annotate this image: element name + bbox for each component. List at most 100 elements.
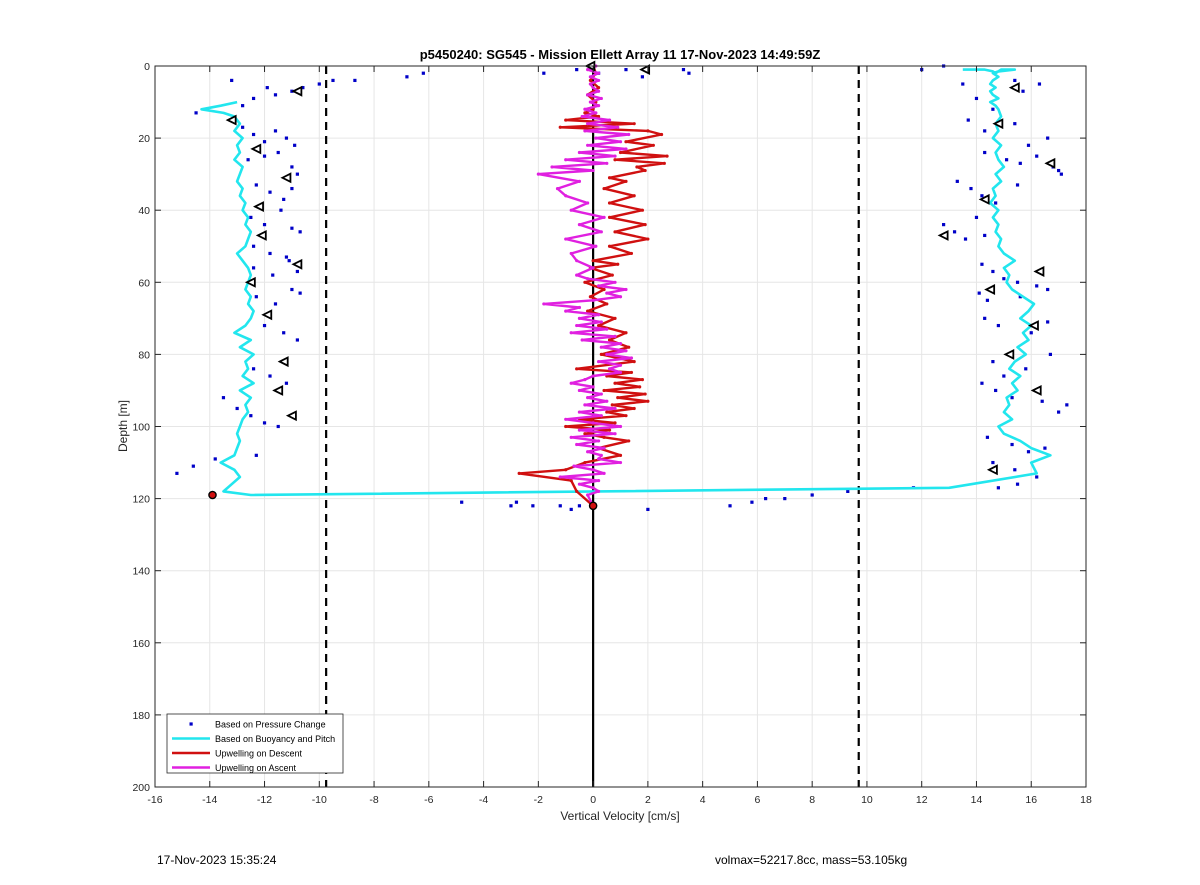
- series-point: [596, 78, 601, 83]
- triangle-marker: [253, 201, 264, 213]
- y-tick-label: 160: [132, 638, 150, 650]
- pressure-point: [983, 129, 987, 133]
- series-point: [618, 140, 623, 144]
- series-point: [627, 345, 631, 349]
- pressure-point: [273, 302, 278, 306]
- series-point: [591, 259, 595, 263]
- series-point: [659, 132, 664, 137]
- y-tick-label: 20: [138, 133, 150, 145]
- series-point: [613, 158, 617, 162]
- legend-swatch-dot: [189, 722, 193, 726]
- series-point: [564, 468, 568, 472]
- pressure-point: [405, 75, 409, 79]
- series-point: [599, 414, 603, 418]
- pressure-point: [980, 381, 984, 385]
- pressure-point: [1065, 403, 1069, 407]
- series-point: [613, 381, 617, 385]
- x-tick-label: -10: [312, 794, 327, 806]
- series-point: [613, 280, 617, 284]
- series-point: [564, 424, 568, 429]
- pressure-point: [1002, 374, 1006, 378]
- series-point: [616, 262, 620, 266]
- triangle-marker: [1030, 384, 1042, 396]
- pressure-point: [1021, 89, 1025, 93]
- series-point: [599, 352, 603, 356]
- series-point: [599, 453, 603, 457]
- series-point: [594, 244, 598, 248]
- series-point: [583, 403, 587, 407]
- series-point: [558, 125, 562, 129]
- x-tick-label: 12: [916, 794, 928, 806]
- series-point: [629, 370, 634, 375]
- series-point: [596, 71, 601, 75]
- pressure-point: [991, 360, 995, 364]
- pressure-point: [577, 504, 582, 508]
- triangle-marker: [639, 64, 651, 76]
- footer-info: volmax=52217.8cc, mass=53.105kg: [715, 853, 908, 867]
- pressure-point: [980, 262, 984, 266]
- pressure-point: [287, 259, 291, 263]
- series-point: [646, 129, 650, 133]
- series-point: [569, 381, 573, 385]
- y-tick-label: 200: [132, 782, 150, 794]
- series-point: [602, 287, 606, 292]
- pressure-point: [1059, 172, 1063, 176]
- series-point: [596, 478, 601, 483]
- triangle-marker: [1003, 348, 1015, 360]
- triangle-marker: [1044, 157, 1056, 169]
- series-point: [640, 208, 645, 212]
- pressure-point: [985, 298, 990, 302]
- series-point: [564, 158, 568, 162]
- series-point: [607, 201, 612, 205]
- series-point: [577, 223, 582, 227]
- series-point: [632, 122, 636, 126]
- series-point: [591, 266, 595, 270]
- pressure-point: [1035, 154, 1039, 158]
- series-point: [558, 475, 562, 479]
- pressure-point: [985, 435, 990, 439]
- series-point: [586, 450, 590, 454]
- pressure-point: [460, 500, 464, 504]
- series-point: [564, 194, 568, 198]
- pressure-point: [241, 104, 245, 108]
- pressure-point: [276, 150, 280, 155]
- reference-lines: [325, 66, 860, 787]
- legend-label: Upwelling on Ascent: [215, 763, 297, 773]
- series-point: [596, 86, 601, 90]
- pressure-point: [1046, 320, 1050, 324]
- pressure-point: [1046, 287, 1050, 292]
- pressure-point: [273, 93, 278, 97]
- pressure-point: [1002, 277, 1006, 281]
- pressure-point: [295, 338, 299, 342]
- pressure-point: [282, 197, 286, 201]
- series-point: [577, 428, 582, 432]
- series-point: [588, 78, 592, 83]
- pressure-point: [991, 107, 995, 111]
- x-tick-label: 10: [861, 794, 873, 806]
- pressure-point: [531, 504, 535, 508]
- series-point: [638, 385, 642, 389]
- series-point: [577, 179, 582, 183]
- series-point: [575, 323, 579, 328]
- series-point: [583, 107, 587, 111]
- pressure-point: [1013, 78, 1017, 83]
- triangle-marker: [1008, 82, 1020, 94]
- triangle-marker: [1033, 266, 1045, 277]
- pressure-point: [276, 424, 280, 429]
- series-point: [607, 176, 612, 180]
- triangle-marker: [225, 114, 237, 126]
- series-point: [627, 439, 631, 443]
- pressure-point: [249, 414, 253, 418]
- series-point: [586, 93, 590, 97]
- axis-ticks: -16 -14 -12 -10 -8 -6 -4 -2 0 2 4 6 8 10 12 14 16 1802040…: [132, 61, 1092, 806]
- series-point: [607, 367, 612, 371]
- pressure-point: [295, 269, 299, 274]
- series-point: [618, 453, 623, 457]
- pressure-point: [262, 421, 267, 425]
- series-point: [624, 179, 628, 183]
- triangle-marker: [277, 356, 289, 368]
- pressure-point: [254, 295, 258, 299]
- pressure-point: [251, 96, 256, 101]
- pressure-point: [624, 68, 628, 72]
- y-tick-label: 40: [138, 205, 150, 217]
